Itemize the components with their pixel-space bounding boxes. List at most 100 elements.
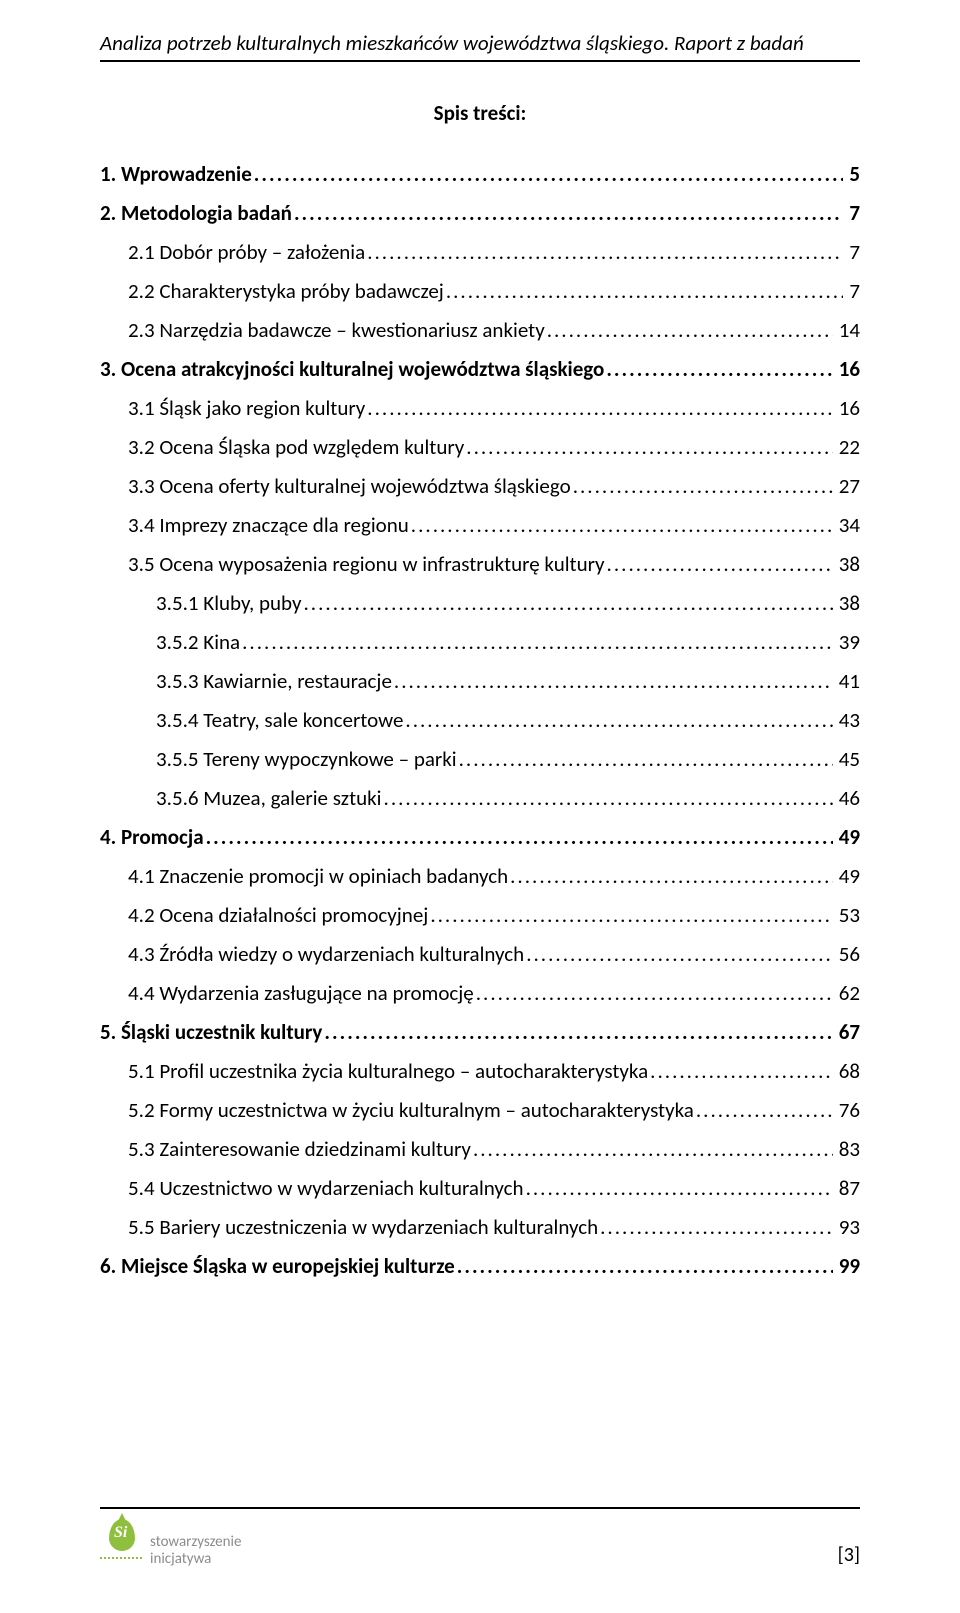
toc-entry: 3.1 Śląsk jako region kultury 16 (100, 398, 860, 419)
toc-entry-page: 53 (835, 905, 860, 926)
toc-entry-label: 5. Śląski uczestnik kultury (100, 1022, 322, 1043)
toc-entry-label: 3.5 Ocena wyposażenia regionu w infrastr… (128, 554, 605, 575)
toc-entry: 5.4 Uczestnictwo w wydarzeniach kultural… (100, 1178, 860, 1199)
toc-entry-label: 3.5.6 Muzea, galerie sztuki (156, 788, 382, 809)
toc-entry-label: 3.5.5 Tereny wypoczynkowe – parki (156, 749, 457, 770)
toc-entry-page: 7 (845, 203, 860, 224)
toc-entry-page: 41 (835, 671, 860, 692)
toc-leader-dots (394, 671, 833, 692)
toc-entry-label: 2.3 Narzędzia badawcze – kwestionariusz … (128, 320, 545, 341)
toc-entry: 3. Ocena atrakcyjności kulturalnej wojew… (100, 359, 860, 380)
toc-entry: 5.2 Formy uczestnictwa w życiu kulturaln… (100, 1100, 860, 1121)
toc-leader-dots (476, 983, 833, 1004)
toc-entry-page: 27 (835, 476, 860, 497)
toc-leader-dots (473, 1139, 833, 1160)
toc-entry-label: 3.2 Ocena Śląska pod względem kultury (128, 437, 464, 458)
toc-entry-page: 16 (835, 359, 860, 380)
toc-entry-label: 3. Ocena atrakcyjności kulturalnej wojew… (100, 359, 604, 380)
toc-entry-label: 2.1 Dobór próby – założenia (128, 242, 365, 263)
toc-entry-label: 2.2 Charakterystyka próby badawczej (128, 281, 444, 302)
table-of-contents: 1. Wprowadzenie52. Metodologia badań72.1… (100, 164, 860, 1277)
toc-entry: 2.2 Charakterystyka próby badawczej 7 (100, 281, 860, 302)
toc-entry-page: 76 (835, 1100, 860, 1121)
toc-entry-label: 3.1 Śląsk jako region kultury (128, 398, 365, 419)
logo-mark: Si (100, 1519, 142, 1567)
toc-entry-page: 67 (835, 1022, 860, 1043)
toc-leader-dots (446, 281, 844, 302)
toc-leader-dots (547, 320, 833, 341)
toc-entry-label: 3.4 Imprezy znaczące dla regionu (128, 515, 409, 536)
toc-entry-page: 99 (835, 1256, 860, 1277)
toc-leader-dots (206, 827, 833, 848)
toc-entry-page: 34 (835, 515, 860, 536)
toc-leader-dots (324, 1022, 832, 1043)
logo-line2: inicjatywa (150, 1551, 241, 1568)
document-header: Analiza potrzeb kulturalnych mieszkańców… (100, 30, 860, 62)
footer-rule (100, 1507, 860, 1509)
toc-leader-dots (459, 749, 833, 770)
toc-entry-label: 5.4 Uczestnictwo w wydarzeniach kultural… (128, 1178, 524, 1199)
toc-entry-page: 49 (835, 827, 860, 848)
toc-entry-page: 7 (845, 242, 860, 263)
toc-entry: 3.5.3 Kawiarnie, restauracje 41 (100, 671, 860, 692)
toc-leader-dots (606, 359, 832, 380)
toc-leader-dots (254, 164, 844, 185)
toc-entry-page: 46 (835, 788, 860, 809)
toc-entry: 3.4 Imprezy znaczące dla regionu 34 (100, 515, 860, 536)
toc-entry: 3.5.4 Teatry, sale koncertowe 43 (100, 710, 860, 731)
toc-entry: 4.4 Wydarzenia zasługujące na promocję 6… (100, 983, 860, 1004)
toc-leader-dots (384, 788, 833, 809)
toc-entry-page: 38 (835, 554, 860, 575)
toc-leader-dots (573, 476, 833, 497)
toc-entry-label: 4. Promocja (100, 827, 204, 848)
toc-entry-page: 93 (835, 1217, 860, 1238)
logo-line1: stowarzyszenie (150, 1534, 241, 1551)
toc-entry-page: 83 (835, 1139, 860, 1160)
logo-text: stowarzyszenie inicjatywa (150, 1534, 241, 1567)
toc-entry-label: 4.2 Ocena działalności promocyjnej (128, 905, 428, 926)
toc-entry-page: 5 (845, 164, 860, 185)
toc-entry-page: 49 (835, 866, 860, 887)
page-footer: Si stowarzyszenie inicjatywa [3] (100, 1507, 860, 1567)
toc-leader-dots (457, 1256, 833, 1277)
toc-entry-label: 3.5.1 Kluby, puby (156, 593, 301, 614)
toc-leader-dots (294, 203, 843, 224)
toc-entry-label: 3.5.2 Kina (156, 632, 240, 653)
toc-entry-label: 1. Wprowadzenie (100, 164, 252, 185)
toc-leader-dots (405, 710, 832, 731)
toc-leader-dots (303, 593, 832, 614)
toc-entry-label: 2. Metodologia badań (100, 203, 292, 224)
toc-entry-label: 6. Miejsce Śląska w europejskiej kulturz… (100, 1256, 455, 1277)
toc-entry-page: 68 (835, 1061, 860, 1082)
toc-leader-dots (411, 515, 833, 536)
toc-leader-dots (607, 554, 833, 575)
toc-entry-label: 4.4 Wydarzenia zasługujące na promocję (128, 983, 474, 1004)
toc-entry: 3.5 Ocena wyposażenia regionu w infrastr… (100, 554, 860, 575)
toc-entry: 4.1 Znaczenie promocji w opiniach badany… (100, 866, 860, 887)
toc-entry-page: 43 (835, 710, 860, 731)
toc-entry-page: 38 (835, 593, 860, 614)
toc-entry: 3.5.6 Muzea, galerie sztuki 46 (100, 788, 860, 809)
toc-entry-page: 22 (835, 437, 860, 458)
toc-entry-page: 14 (835, 320, 860, 341)
toc-leader-dots (466, 437, 832, 458)
toc-entry-label: 4.1 Znaczenie promocji w opiniach badany… (128, 866, 508, 887)
toc-leader-dots (242, 632, 833, 653)
page-number: [3] (838, 1543, 860, 1567)
toc-leader-dots (600, 1217, 833, 1238)
toc-entry-page: 87 (835, 1178, 860, 1199)
toc-entry: 6. Miejsce Śląska w europejskiej kulturz… (100, 1256, 860, 1277)
toc-entry: 2.1 Dobór próby – założenia 7 (100, 242, 860, 263)
toc-entry: 5. Śląski uczestnik kultury 67 (100, 1022, 860, 1043)
toc-leader-dots (526, 1178, 833, 1199)
toc-entry-label: 5.3 Zainteresowanie dziedzinami kultury (128, 1139, 471, 1160)
toc-entry-label: 4.3 Źródła wiedzy o wydarzeniach kultura… (128, 944, 524, 965)
toc-entry: 3.5.5 Tereny wypoczynkowe – parki 45 (100, 749, 860, 770)
toc-entry: 2.3 Narzędzia badawcze – kwestionariusz … (100, 320, 860, 341)
toc-leader-dots (526, 944, 833, 965)
toc-entry-label: 5.1 Profil uczestnika życia kulturalnego… (128, 1061, 648, 1082)
toc-entry-label: 3.5.4 Teatry, sale koncertowe (156, 710, 403, 731)
logo-mark-text: Si (114, 1524, 127, 1542)
toc-entry: 5.3 Zainteresowanie dziedzinami kultury … (100, 1139, 860, 1160)
toc-entry: 3.5.2 Kina 39 (100, 632, 860, 653)
